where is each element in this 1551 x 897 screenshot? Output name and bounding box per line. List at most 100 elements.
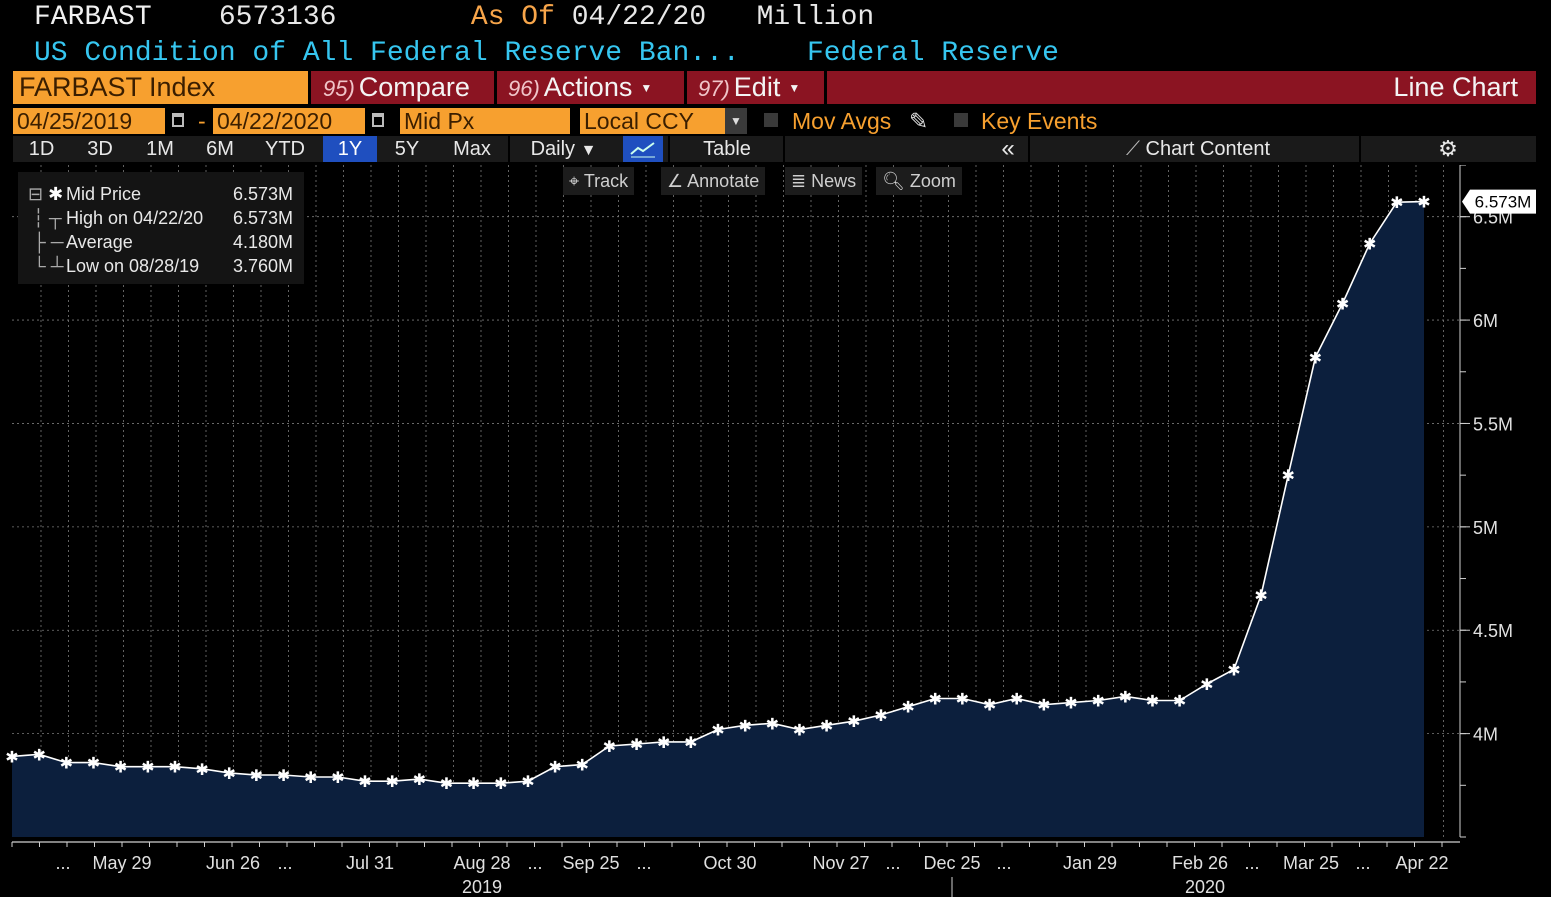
x-tick-label: ... (277, 853, 292, 873)
year-label: 2019 (462, 877, 502, 897)
collapse-icon[interactable]: « (1001, 135, 1015, 162)
data-point: ✱ (250, 766, 263, 785)
toolbar-divider (1359, 136, 1361, 162)
calendar-icon[interactable] (372, 113, 384, 127)
data-source: Federal Reserve (806, 38, 1059, 69)
period-button-max[interactable]: Max (453, 138, 491, 160)
data-point: ✱ (1254, 586, 1267, 605)
toolbar-divider (1028, 136, 1030, 162)
mov-avgs-label[interactable]: Mov Avgs (792, 108, 892, 134)
date-toolbar: 04/25/2019 - 04/22/2020 Mid Px Local CCY… (13, 108, 1536, 134)
price-line (11, 200, 1425, 785)
table-button[interactable]: Table (703, 138, 751, 160)
start-date-field[interactable]: 04/25/2019 (13, 108, 165, 134)
pencil-icon[interactable]: ✎ (909, 108, 929, 134)
data-point: ✱ (60, 754, 73, 773)
low-marker-icon: └ ┴ (28, 256, 64, 276)
chart-content-button[interactable]: ⟋ Chart Content (1125, 138, 1271, 160)
data-point: ✱ (874, 706, 887, 725)
data-point: ✱ (467, 774, 480, 793)
average-marker-icon: ├ ─ (28, 232, 64, 252)
period-button-5y[interactable]: 5Y (394, 138, 420, 160)
data-point: ✱ (1363, 235, 1376, 254)
last-value: 6573136 (218, 2, 337, 33)
chart-type-label[interactable]: Line Chart (1393, 72, 1518, 102)
toolbar-divider (783, 136, 785, 162)
mov-avgs-checkbox[interactable] (764, 113, 778, 127)
key-events-label[interactable]: Key Events (981, 108, 1098, 134)
toolbar-divider (308, 71, 311, 104)
x-tick-label: Feb 26 (1172, 853, 1228, 873)
data-point: ✱ (331, 768, 344, 787)
y-tick-label: 5M (1473, 518, 1498, 538)
track-button[interactable]: ⌖ Track (563, 167, 635, 195)
description-line: US Condition of All Federal Reserve Ban.… (34, 38, 1059, 70)
x-tick-label: Sep 25 (562, 853, 619, 873)
frequency-select[interactable]: Daily ▼ (530, 138, 597, 160)
main-toolbar: FARBAST Index 95) Compare 96) Actions ▼ 97)… (13, 71, 1536, 104)
toolbar-divider (824, 71, 827, 104)
data-point: ✱ (168, 758, 181, 777)
date-separator: - (198, 108, 206, 134)
x-tick-label: Nov 27 (812, 853, 869, 873)
data-point: ✱ (1091, 692, 1104, 711)
period-button-1d[interactable]: 1D (28, 138, 55, 160)
news-icon: ≣ (791, 171, 807, 191)
data-point: ✱ (766, 714, 779, 733)
data-point: ✱ (1227, 661, 1240, 680)
end-date-field[interactable]: 04/22/2020 (213, 108, 365, 134)
data-point: ✱ (385, 772, 398, 791)
period-button-1y[interactable]: 1Y (323, 136, 377, 162)
compare-button[interactable]: 95) Compare (323, 72, 470, 102)
chevron-down-icon: ▼ (788, 81, 801, 96)
field-select[interactable]: Mid Px (400, 108, 570, 134)
line-chart[interactable]: ✱ ✱ ✱ ✱ ✱ ✱ ✱ ✱ ✱ ✱ ✱ ✱ ✱ ✱ ✱ ✱ ✱ ✱ ✱ ✱ ✱ ✱ ✱ ✱ ✱ ✱ ✱ ✱ ✱ ✱ ✱ ✱ ✱ ✱ ✱ ✱ ✱ ✱ ✱ ✱… (0, 165, 1551, 897)
chevron-down-icon[interactable]: ▼ (725, 108, 747, 134)
period-button-1m[interactable]: 1M (146, 138, 174, 160)
data-point: ✱ (603, 737, 616, 756)
as-of-label: As Of (470, 2, 555, 33)
period-button-ytd[interactable]: YTD (265, 138, 305, 160)
x-tick-label: Jan 29 (1063, 853, 1117, 873)
data-point: ✱ (440, 774, 453, 793)
pencil-icon: ∠ (667, 171, 684, 191)
gear-icon[interactable]: ⚙ (1438, 136, 1458, 161)
x-tick-label: ... (996, 853, 1011, 873)
annotate-button[interactable]: ∠ Annotate (661, 167, 766, 195)
toolbar-divider (494, 71, 497, 104)
data-point: ✱ (114, 758, 127, 777)
data-point: ✱ (1146, 692, 1159, 711)
last-value-tag-label: 6.573M (1475, 193, 1532, 212)
data-point: ✱ (576, 756, 589, 775)
actions-button[interactable]: 96) Actions ▼ (508, 72, 653, 102)
chart-legend: ⊟ ✱ Mid Price 6.573M ┆ ┬ High on 04/22/20 6.… (18, 172, 304, 284)
period-toolbar: 1D 3D 1M 6M YTD 1Y 5Y Max Daily ▼ Table … (13, 136, 1536, 162)
data-point: ✱ (657, 733, 670, 752)
toolbar-divider (508, 136, 510, 162)
chart-content-icon: ⟋ (1125, 138, 1140, 160)
period-button-3d[interactable]: 3D (87, 138, 113, 160)
calendar-icon[interactable] (172, 113, 184, 127)
edit-button[interactable]: 97) Edit ▼ (698, 72, 801, 102)
news-button[interactable]: ≣ News (785, 167, 863, 195)
line-chart-icon[interactable] (623, 136, 663, 162)
chevron-down-icon: ▼ (580, 142, 597, 159)
data-point: ✱ (358, 772, 371, 791)
data-point: ✱ (87, 754, 100, 773)
data-point: ✱ (1119, 687, 1132, 706)
x-tick-label: ... (1355, 853, 1370, 873)
zoom-button[interactable]: 🔍︎ Zoom (876, 167, 962, 195)
key-events-checkbox[interactable] (954, 113, 968, 127)
period-button-6m[interactable]: 6M (206, 138, 234, 160)
crosshair-icon: ⌖ (569, 171, 580, 191)
x-tick-label: Aug 28 (453, 853, 510, 873)
data-markers: ✱ ✱ ✱ ✱ ✱ ✱ ✱ ✱ ✱ ✱ ✱ ✱ ✱ ✱ ✱ ✱ ✱ ✱ ✱ ✱ ✱ ✱ ✱ ✱ ✱ ✱ ✱ ✱ ✱ ✱ ✱ ✱ ✱ ✱ ✱ ✱ ✱ ✱ ✱ ✱… (5, 193, 1430, 794)
security-input[interactable]: FARBAST Index (13, 71, 308, 104)
y-tick-label: 4M (1473, 725, 1498, 745)
high-marker-icon: ┆ ┬ (28, 208, 62, 228)
currency-select[interactable]: Local CCY (580, 108, 725, 134)
x-tick-label: Jul 31 (346, 853, 394, 873)
x-tick-label: ... (55, 853, 70, 873)
x-tick-label: Jun 26 (206, 853, 260, 873)
